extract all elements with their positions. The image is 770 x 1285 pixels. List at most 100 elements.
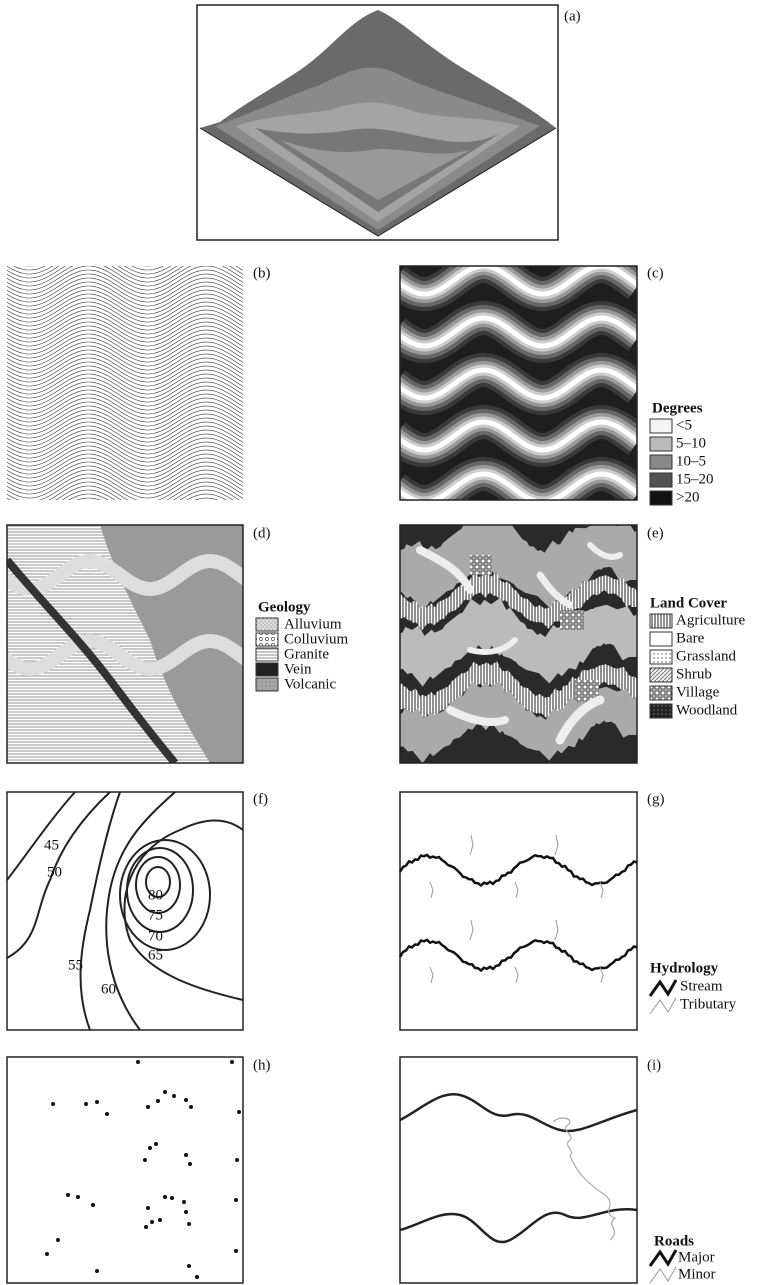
panel-label: (g) bbox=[647, 791, 665, 807]
contour bbox=[0, 242, 249, 266]
village bbox=[146, 1206, 150, 1210]
legend-item: Woodland bbox=[676, 702, 738, 718]
contour-label: 50 bbox=[47, 864, 62, 880]
stream bbox=[400, 940, 637, 971]
village bbox=[195, 1275, 199, 1279]
legend: Alluvium Colluvium Granite Vein Volcanic bbox=[256, 616, 349, 692]
contour bbox=[0, 498, 249, 522]
figure: (a) (b) (c) Degrees <5 5–10 10–5 15–20 >… bbox=[0, 0, 770, 1285]
village bbox=[148, 1146, 152, 1150]
panel-label: (b) bbox=[253, 265, 271, 281]
panel-label: (d) bbox=[253, 525, 271, 541]
tributary bbox=[515, 967, 518, 983]
legend-item: Agriculture bbox=[676, 612, 745, 628]
village bbox=[156, 1099, 160, 1103]
village bbox=[154, 1142, 158, 1146]
village bbox=[51, 1102, 55, 1106]
village bbox=[184, 1153, 188, 1157]
panel-b: (b) bbox=[0, 238, 271, 530]
village bbox=[150, 1220, 154, 1224]
village bbox=[163, 1090, 167, 1094]
legend: Agriculture Bare Grassland Shrub Village… bbox=[650, 612, 745, 718]
legend-item: Colluvium bbox=[284, 631, 349, 647]
legend-item: 5–10 bbox=[676, 435, 706, 451]
village bbox=[143, 1158, 147, 1162]
legend-item: Granite bbox=[284, 646, 329, 662]
panel-label: (a) bbox=[564, 8, 581, 24]
village bbox=[235, 1158, 239, 1162]
village bbox=[163, 1195, 167, 1199]
village bbox=[184, 1210, 188, 1214]
legend-item: Volcanic bbox=[284, 676, 337, 692]
village bbox=[95, 1269, 99, 1273]
village bbox=[170, 1196, 174, 1200]
legend-title: Land Cover bbox=[650, 595, 727, 611]
tributary bbox=[470, 835, 473, 855]
contour bbox=[0, 502, 249, 526]
tributary bbox=[515, 882, 518, 898]
contour-label: 60 bbox=[101, 981, 116, 997]
village bbox=[230, 1060, 234, 1064]
village bbox=[187, 1222, 191, 1226]
village bbox=[189, 1105, 193, 1109]
panel-label: (h) bbox=[253, 1057, 271, 1073]
panel-h: (h) bbox=[7, 1057, 271, 1283]
panel-label: (c) bbox=[647, 265, 664, 281]
tributary bbox=[600, 967, 603, 983]
legend-item: >20 bbox=[676, 489, 699, 505]
village bbox=[136, 1060, 140, 1064]
village bbox=[234, 1249, 238, 1253]
panel-f: 45 50 55 60 65 70 75 80 (f) bbox=[7, 791, 268, 1030]
legend-title: Geology bbox=[258, 599, 311, 615]
legend-item: 10–5 bbox=[676, 453, 706, 469]
panel-label: (i) bbox=[647, 1057, 661, 1073]
panel-e: (e) Land Cover Agriculture Bare Grasslan… bbox=[395, 525, 745, 763]
tributary bbox=[430, 882, 433, 898]
legend-item: 15–20 bbox=[676, 471, 714, 487]
legend-item: Village bbox=[676, 684, 720, 700]
legend-item: Minor bbox=[678, 1266, 716, 1282]
village bbox=[146, 1105, 150, 1109]
village bbox=[84, 1102, 88, 1106]
village bbox=[187, 1264, 191, 1268]
village bbox=[234, 1198, 238, 1202]
contour-label: 55 bbox=[68, 957, 83, 973]
tributary bbox=[555, 835, 558, 855]
village bbox=[188, 1162, 192, 1166]
legend-title: Hydrology bbox=[650, 960, 719, 976]
village bbox=[66, 1193, 70, 1197]
panel-i: (i) Roads Major Minor bbox=[400, 1057, 716, 1283]
tributary bbox=[430, 967, 433, 983]
village bbox=[144, 1225, 148, 1229]
panel-a: (a) bbox=[197, 5, 581, 240]
legend-item: Grassland bbox=[676, 648, 736, 664]
legend: <5 5–10 10–5 15–20 >20 bbox=[650, 417, 714, 505]
panel-label: (f) bbox=[253, 791, 268, 807]
panel-d: (d) Geology Alluvium Colluvium Granite V… bbox=[0, 525, 349, 763]
village bbox=[158, 1218, 162, 1222]
village bbox=[172, 1094, 176, 1098]
contour-label: 75 bbox=[148, 907, 163, 923]
village bbox=[76, 1195, 80, 1199]
legend-title: Roads bbox=[654, 1233, 694, 1249]
legend-item: Bare bbox=[676, 630, 705, 646]
village bbox=[91, 1203, 95, 1207]
tributary bbox=[555, 920, 558, 940]
contour-label: 65 bbox=[148, 947, 163, 963]
village bbox=[56, 1238, 60, 1242]
legend-item: Alluvium bbox=[284, 616, 342, 632]
contour-label: 45 bbox=[44, 837, 59, 853]
tributary bbox=[470, 920, 473, 940]
legend-item: Stream bbox=[680, 978, 723, 994]
village bbox=[105, 1112, 109, 1116]
village bbox=[45, 1252, 49, 1256]
legend-item: Major bbox=[678, 1249, 715, 1265]
village bbox=[95, 1100, 99, 1104]
panel-g: (g) Hydrology Stream Tributary bbox=[400, 791, 737, 1030]
contour-label: 70 bbox=[148, 928, 163, 944]
stream bbox=[400, 855, 637, 886]
legend-item: Tributary bbox=[680, 996, 737, 1012]
contour-label: 80 bbox=[148, 887, 163, 903]
legend-item: Vein bbox=[284, 661, 312, 677]
legend-item: <5 bbox=[676, 417, 692, 433]
